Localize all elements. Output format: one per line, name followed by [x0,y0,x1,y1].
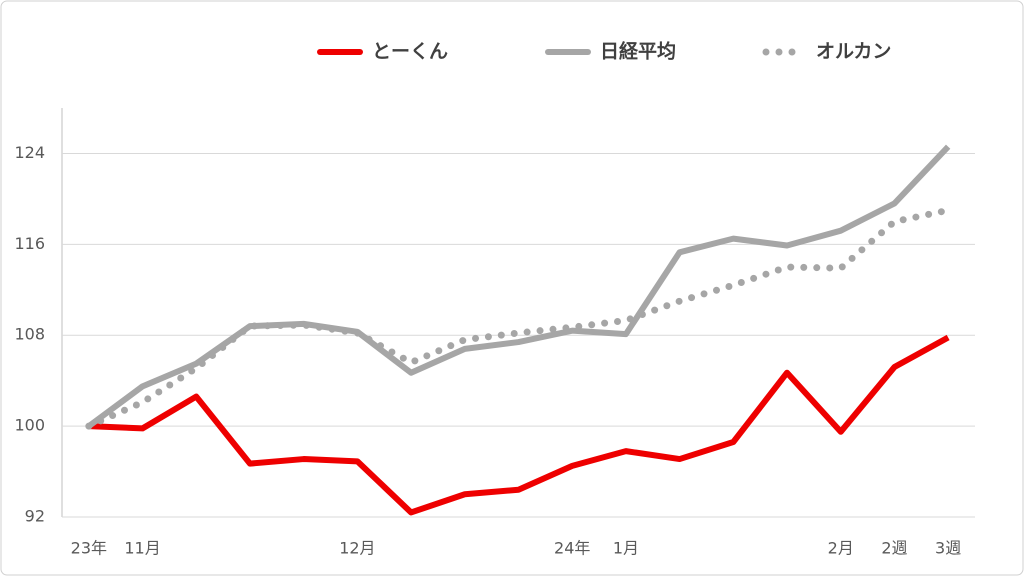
series-line [88,334,950,516]
y-tick-label: 100 [14,416,45,435]
y-tick-label: 92 [25,507,45,526]
y-tick-label: 116 [14,234,45,253]
x-tick-label: 2月 [828,539,854,558]
series-line [85,206,952,430]
y-tick-label: 108 [14,325,45,344]
legend-label: オルカン [816,41,891,63]
x-tick-label: 12月 [339,539,375,558]
x-tick-label: 11月 [124,539,160,558]
legend-label: 日経平均 [600,40,676,63]
x-tick-label: 3週 [935,539,961,558]
legend-label: とーくん [372,41,448,63]
x-tick-label: 2週 [881,539,907,558]
x-tick-label: 24年 [554,539,590,558]
x-tick-label: 1月 [613,539,639,558]
x-tick-label: 23年 [71,539,107,558]
y-tick-label: 124 [14,143,45,162]
